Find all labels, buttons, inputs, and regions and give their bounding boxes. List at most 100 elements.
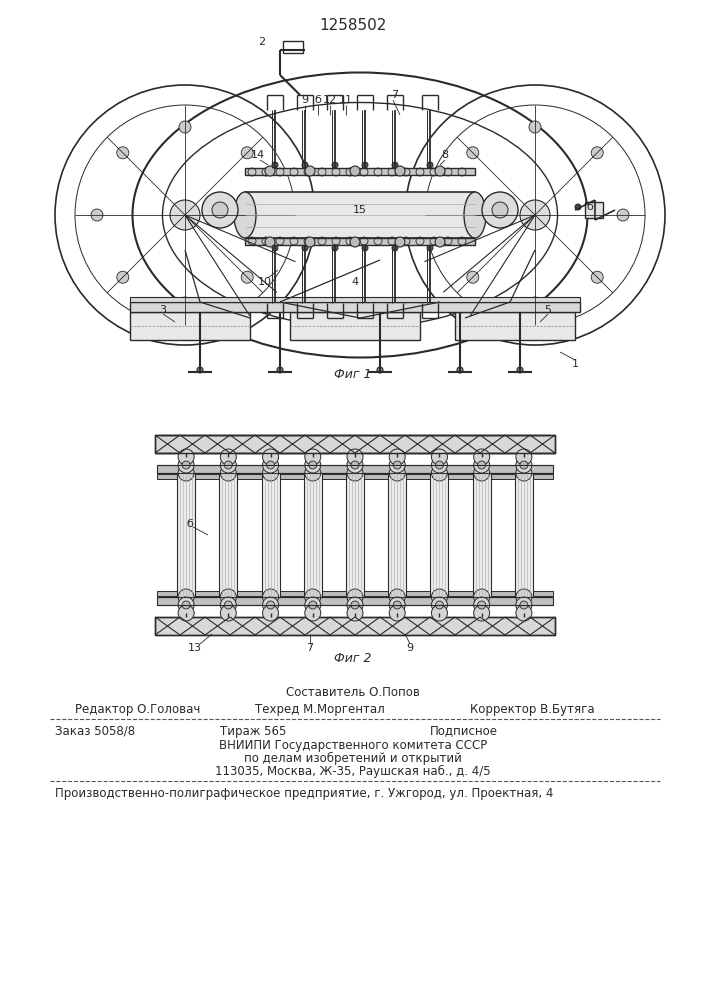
Circle shape xyxy=(431,597,448,613)
Text: 7: 7 xyxy=(392,90,399,100)
Circle shape xyxy=(272,162,278,168)
Circle shape xyxy=(332,162,338,168)
Bar xyxy=(283,41,303,53)
Text: 10: 10 xyxy=(258,277,272,287)
Text: 11: 11 xyxy=(339,95,353,105)
Circle shape xyxy=(305,589,321,605)
Circle shape xyxy=(212,202,228,218)
Text: 15: 15 xyxy=(353,205,367,215)
Bar xyxy=(130,312,250,340)
Text: б: б xyxy=(315,95,322,105)
Circle shape xyxy=(224,461,233,469)
Circle shape xyxy=(305,449,321,465)
Text: 8: 8 xyxy=(441,150,448,160)
Circle shape xyxy=(390,589,405,605)
Circle shape xyxy=(221,605,236,621)
Circle shape xyxy=(377,367,383,373)
Bar xyxy=(431,473,448,597)
Circle shape xyxy=(262,597,279,613)
Text: 9: 9 xyxy=(301,95,308,105)
Circle shape xyxy=(390,457,405,473)
Circle shape xyxy=(516,597,532,613)
Circle shape xyxy=(305,465,321,481)
Circle shape xyxy=(305,237,315,247)
Bar xyxy=(346,473,364,597)
Circle shape xyxy=(431,457,448,473)
Bar xyxy=(219,473,238,597)
Text: Фиг 2: Фиг 2 xyxy=(334,652,372,664)
Text: 3: 3 xyxy=(160,305,167,315)
Circle shape xyxy=(390,449,405,465)
Circle shape xyxy=(347,457,363,473)
Circle shape xyxy=(392,162,398,168)
Circle shape xyxy=(431,465,448,481)
Bar xyxy=(262,473,279,597)
Bar xyxy=(431,473,448,597)
Circle shape xyxy=(262,605,279,621)
Circle shape xyxy=(390,605,405,621)
Circle shape xyxy=(482,192,518,228)
Circle shape xyxy=(427,162,433,168)
Bar xyxy=(130,302,580,312)
Circle shape xyxy=(392,245,398,251)
Bar xyxy=(245,192,475,238)
Circle shape xyxy=(617,209,629,221)
Circle shape xyxy=(431,449,448,465)
Circle shape xyxy=(305,605,321,621)
Text: 14: 14 xyxy=(251,150,265,160)
Text: Редактор О.Головач: Редактор О.Головач xyxy=(75,702,200,716)
Circle shape xyxy=(178,597,194,613)
Circle shape xyxy=(478,461,486,469)
Circle shape xyxy=(221,457,236,473)
Circle shape xyxy=(277,367,283,373)
Bar xyxy=(585,202,603,218)
Text: по делам изобретений и открытий: по делам изобретений и открытий xyxy=(244,751,462,765)
Circle shape xyxy=(182,461,190,469)
Circle shape xyxy=(520,601,528,609)
Circle shape xyxy=(467,147,479,159)
Text: 113035, Москва, Ж-35, Раушская наб., д. 4/5: 113035, Москва, Ж-35, Раушская наб., д. … xyxy=(215,764,491,778)
Circle shape xyxy=(267,461,274,469)
Circle shape xyxy=(436,461,443,469)
Circle shape xyxy=(305,457,321,473)
Bar xyxy=(388,473,407,597)
Circle shape xyxy=(591,147,603,159)
Circle shape xyxy=(390,597,405,613)
Circle shape xyxy=(221,589,236,605)
Circle shape xyxy=(474,589,490,605)
Circle shape xyxy=(117,147,129,159)
Circle shape xyxy=(431,589,448,605)
Circle shape xyxy=(516,449,532,465)
Bar xyxy=(157,465,553,473)
Circle shape xyxy=(467,271,479,283)
Circle shape xyxy=(435,237,445,247)
Circle shape xyxy=(302,245,308,251)
Circle shape xyxy=(178,589,194,605)
Circle shape xyxy=(262,457,279,473)
Circle shape xyxy=(350,237,360,247)
Text: б: б xyxy=(587,202,593,212)
Circle shape xyxy=(362,162,368,168)
Circle shape xyxy=(347,605,363,621)
Text: Фиг 1: Фиг 1 xyxy=(334,368,372,381)
Bar xyxy=(304,473,322,597)
Bar xyxy=(515,473,533,597)
Bar xyxy=(219,473,238,597)
Circle shape xyxy=(265,237,275,247)
Circle shape xyxy=(241,271,253,283)
Bar xyxy=(157,597,553,605)
Circle shape xyxy=(262,465,279,481)
Circle shape xyxy=(241,147,253,159)
Bar xyxy=(157,591,553,596)
Text: б: б xyxy=(187,519,194,529)
Circle shape xyxy=(516,605,532,621)
Text: Техред М.Моргентал: Техред М.Моргентал xyxy=(255,702,385,716)
Circle shape xyxy=(178,605,194,621)
Text: 7: 7 xyxy=(306,643,314,653)
Circle shape xyxy=(272,245,278,251)
Circle shape xyxy=(351,461,359,469)
Text: Корректор В.Бутяга: Корректор В.Бутяга xyxy=(470,702,595,716)
Circle shape xyxy=(441,209,453,221)
Circle shape xyxy=(395,237,405,247)
Circle shape xyxy=(520,200,550,230)
